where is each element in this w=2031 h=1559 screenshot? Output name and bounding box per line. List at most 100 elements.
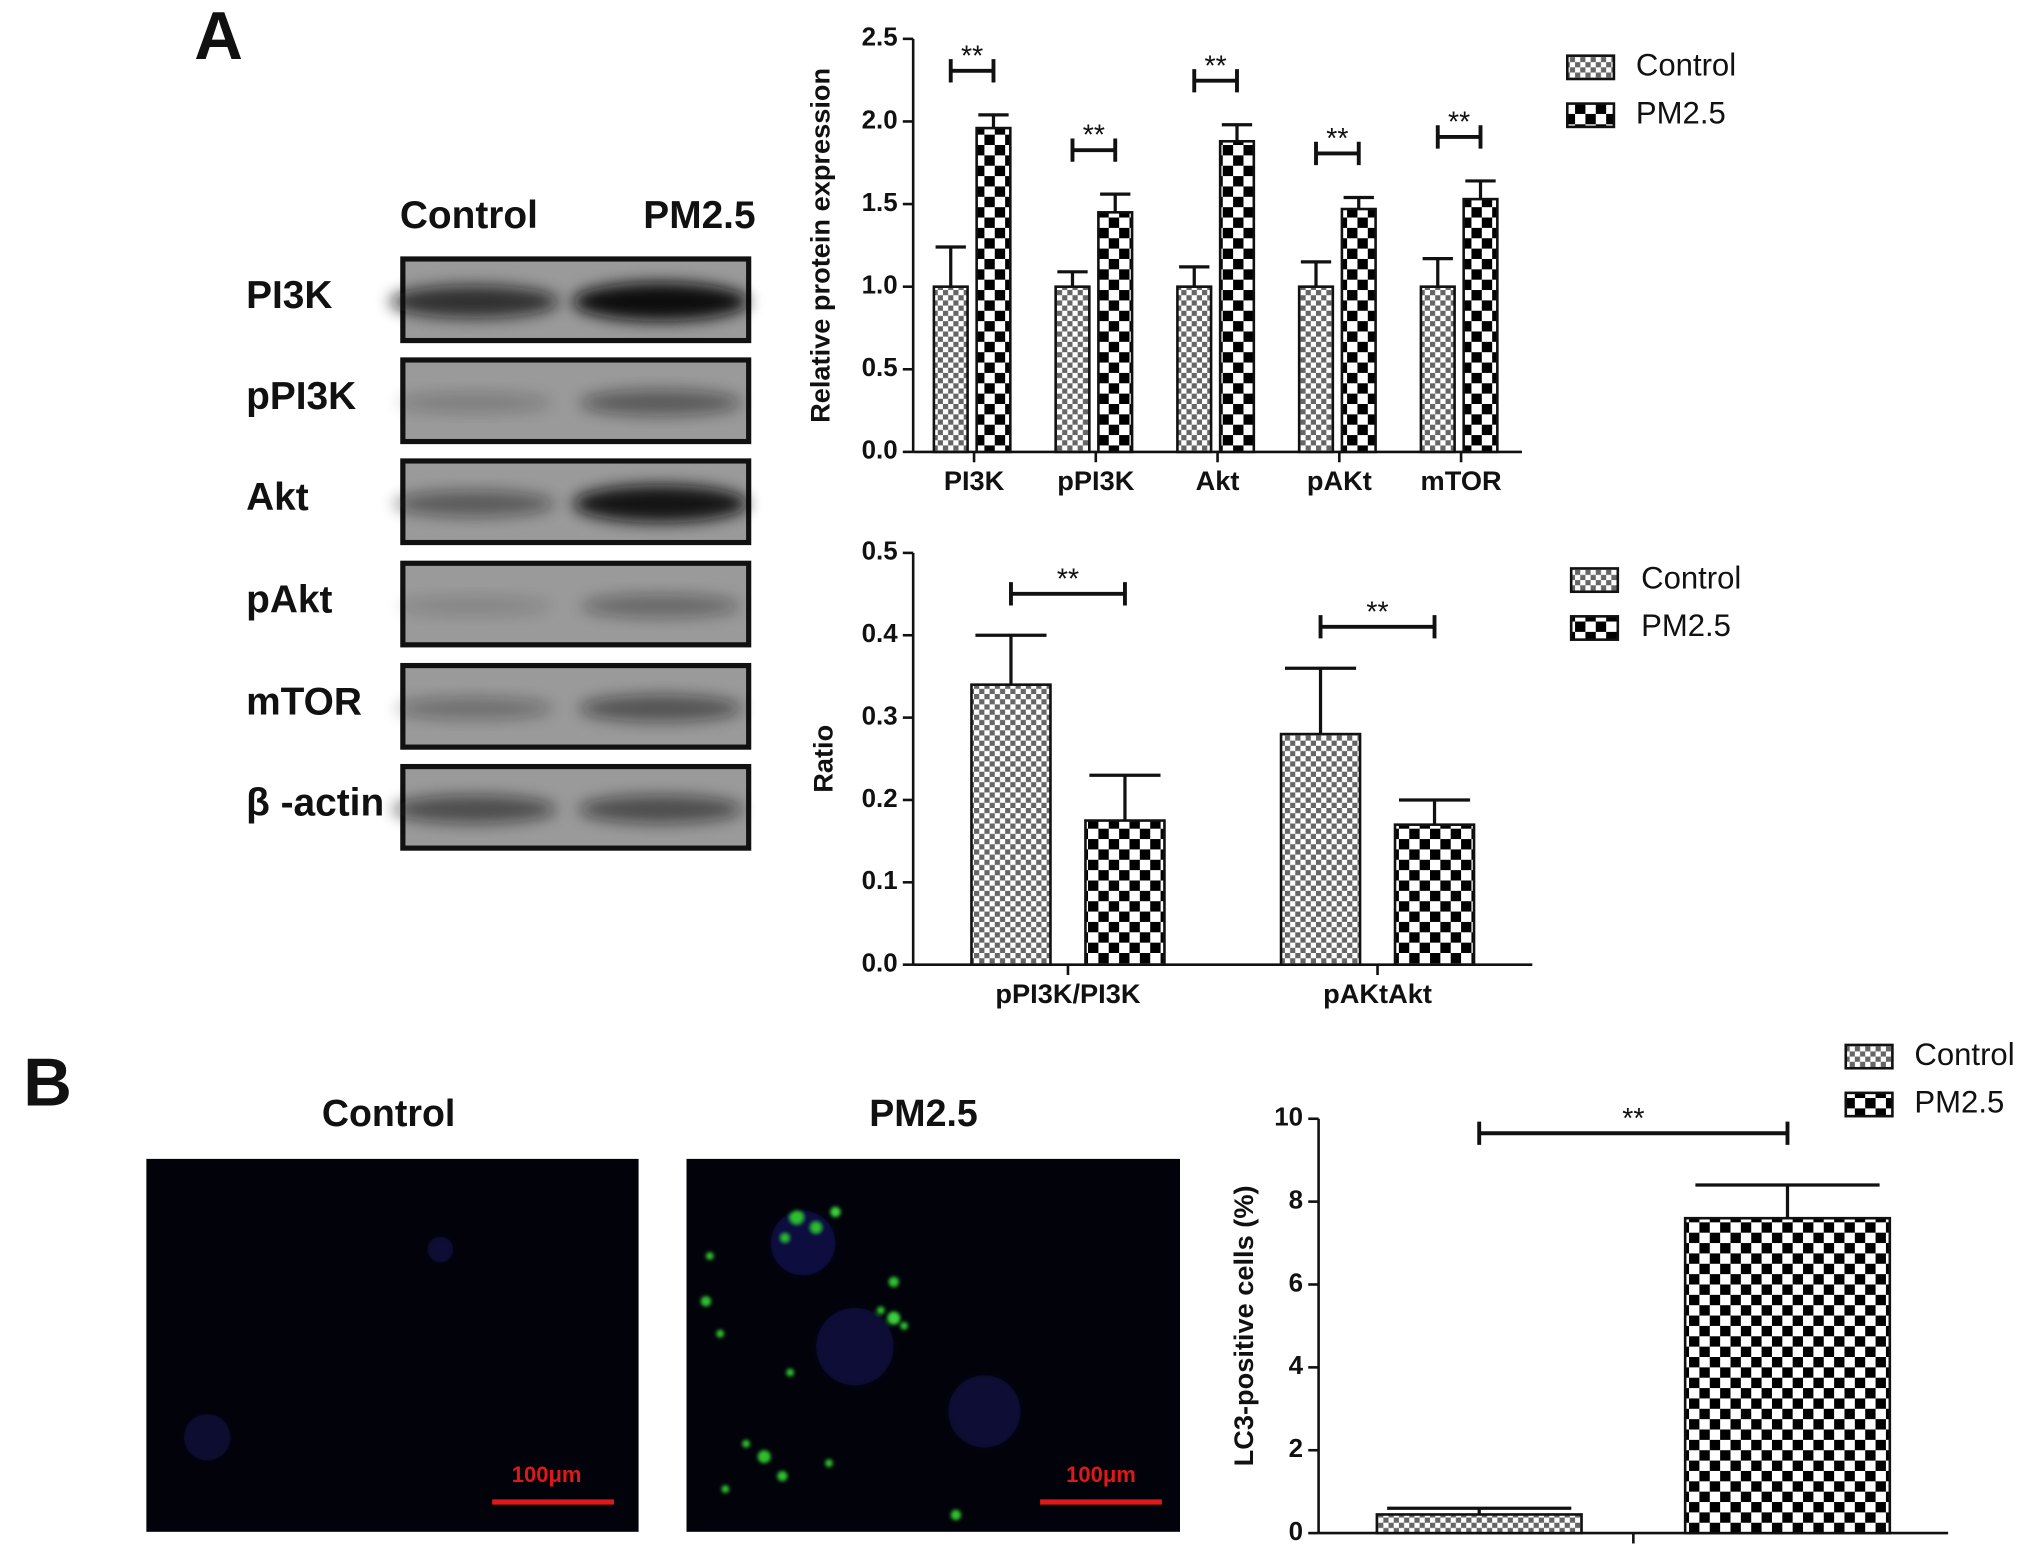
chart: 0.0 0.5 1.0 1.5 2.0 2.5 Relative protein expre… [805,24,1736,496]
western-blot: Control PM2.5 PI3K pPI3K Akt pAkt mTOR β -actin [246,194,756,851]
y-tick-label: 0.1 [862,867,898,895]
y-tick-label: 0.3 [862,702,898,730]
bar [1340,207,1377,454]
chart: 0.0 0.1 0.2 0.3 0.4 0.5 Ratio pPI3K/PI3K ** pAKtA… [807,538,1741,1009]
legend-label: Control [1636,48,1736,83]
blot-band [578,694,743,722]
x-tick-label: mTOR [1421,465,1502,496]
blot-row-label: mTOR [246,681,362,724]
blot-band [396,392,552,413]
scale-bar-label: 100μm [1066,1462,1136,1487]
y-tick-label: 2.0 [862,106,898,134]
image-dots [183,1206,1021,1521]
legend-swatch [1844,1043,1894,1070]
blot-row-label: pAkt [246,578,332,621]
legend-label: PM2.5 [1641,608,1731,643]
image-pm25 [686,1158,1181,1532]
blot-band [579,389,742,416]
blot-column-label: PM2.5 [643,194,755,237]
blot-band [573,484,749,523]
significance-label: ** [1083,120,1105,152]
y-axis-label: LC3-positive cells (%) [1228,1185,1259,1466]
bar [1683,1216,1892,1535]
y-tick-label: 2.5 [862,24,898,52]
significance-label: ** [1622,1103,1644,1135]
image-title: Control [322,1092,455,1134]
legend-label: Control [1914,1037,2014,1072]
blot-band [393,490,556,517]
bar [1393,823,1476,966]
y-tick-label: 0.0 [862,437,898,465]
x-tick-label: pAKt [1307,465,1372,496]
significance-bracket [1435,125,1483,149]
y-axis-label: Ratio [807,725,838,793]
blot-row-label: Akt [246,476,309,519]
blot-band [391,795,557,824]
legend-label: PM2.5 [1636,95,1726,130]
y-tick-label: 1.5 [862,189,898,217]
y-tick-label: 10 [1274,1104,1303,1132]
x-tick-label: pAKtAkt [1323,978,1432,1009]
significance-bracket [1009,582,1127,606]
bar [975,126,1012,454]
y-tick-label: 2 [1289,1435,1303,1463]
y-tick-label: 0 [1289,1518,1303,1546]
significance-bracket [948,59,996,83]
significance-bracket [1477,1121,1790,1145]
y-tick-label: 0.2 [862,785,898,813]
blot-band [580,594,741,618]
x-tick-label: pPI3K [1057,465,1134,496]
x-tick-label: PI3K [944,465,1005,496]
blot-band [578,795,743,824]
bar [1218,139,1256,454]
significance-label: ** [1057,563,1079,595]
x-tick-label: Akt [1196,465,1240,496]
y-tick-label: 1.0 [862,272,898,300]
bar [1375,1513,1583,1535]
bar [1279,732,1362,966]
panel-label: B [23,1045,72,1120]
y-tick-label: 0.5 [862,354,898,382]
y-tick-label: 0.0 [862,950,898,978]
x-tick-label: pPI3K/PI3K [995,978,1140,1009]
panel-label: A [194,0,243,74]
legend-swatch [1844,1091,1894,1118]
significance-label: ** [1366,596,1388,628]
legend-label: Control [1641,560,1741,595]
significance-bracket [1314,141,1361,166]
significance-label: ** [1448,106,1470,138]
legend-swatch [1565,54,1616,81]
y-tick-label: 6 [1289,1269,1303,1297]
bar [1297,285,1335,454]
legend-swatch [1569,567,1620,594]
significance-bracket [1192,69,1239,93]
blot-band [395,697,554,720]
significance-label: ** [1205,50,1227,82]
legend-label: PM2.5 [1914,1085,2004,1120]
chart: 0 2 4 6 8 10 LC3-positive cells (%) ** Control PM… [1228,1037,2014,1546]
image-title: PM2.5 [869,1092,978,1134]
significance-bracket [1070,138,1118,162]
image-control [146,1158,639,1532]
bar [1462,197,1499,454]
y-axis-label: Relative protein expression [805,68,836,423]
blot-band [397,596,552,616]
bar [970,683,1052,966]
bar [1097,211,1134,454]
significance-label: ** [961,40,983,72]
bar [1084,819,1166,966]
bar [932,285,969,454]
legend-swatch [1565,102,1616,129]
blot-column-label: Control [400,194,538,237]
legend-swatch [1569,615,1620,641]
bar [1176,285,1213,454]
blot-band [389,285,559,319]
blot-band [572,282,749,322]
significance-bracket [1318,615,1437,639]
y-tick-label: 8 [1289,1186,1303,1214]
blot-row-label: PI3K [246,274,332,317]
fluorescence-images: 100μm 100μm Control PM2.5 [146,1092,1181,1532]
blot-row-label: β -actin [246,782,384,825]
bar [1419,285,1456,454]
